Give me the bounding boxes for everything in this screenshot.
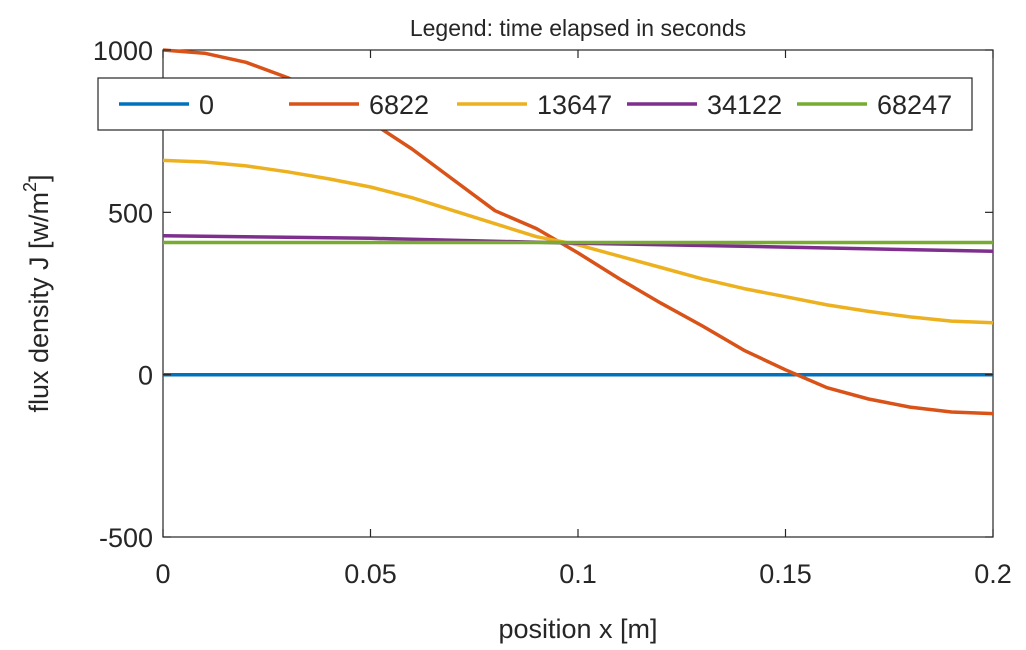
x-axis-label: position x [m] <box>498 614 657 644</box>
y-axis-label-superscript: 2 <box>20 182 40 192</box>
y-tick-label: -500 <box>99 523 153 553</box>
y-axis-label: flux density J [w/m2] <box>20 174 54 412</box>
y-axis-label-end: ] <box>24 174 54 182</box>
plot-frame <box>162 49 994 538</box>
chart-title: Legend: time elapsed in seconds <box>410 15 746 41</box>
legend: 0 6822 13647 34122 68247 <box>97 77 973 131</box>
y-tick-label: 500 <box>108 198 153 228</box>
legend-label-13647: 13647 <box>537 90 612 120</box>
legend-label-34122: 34122 <box>707 90 782 120</box>
legend-label-0: 0 <box>199 90 214 120</box>
legend-label-68247: 68247 <box>877 90 952 120</box>
x-tick-label: 0 <box>155 559 170 589</box>
y-tick-label: 0 <box>138 361 153 391</box>
x-tick-label: 0.1 <box>559 559 597 589</box>
y-axis-label-main: flux density J [w/m <box>24 192 54 413</box>
y-tick-label: 1000 <box>93 36 153 66</box>
x-tick-label: 0.2 <box>974 559 1012 589</box>
legend-label-6822: 6822 <box>369 90 429 120</box>
x-tick-label: 0.15 <box>759 559 812 589</box>
x-tick-label: 0.05 <box>344 559 397 589</box>
